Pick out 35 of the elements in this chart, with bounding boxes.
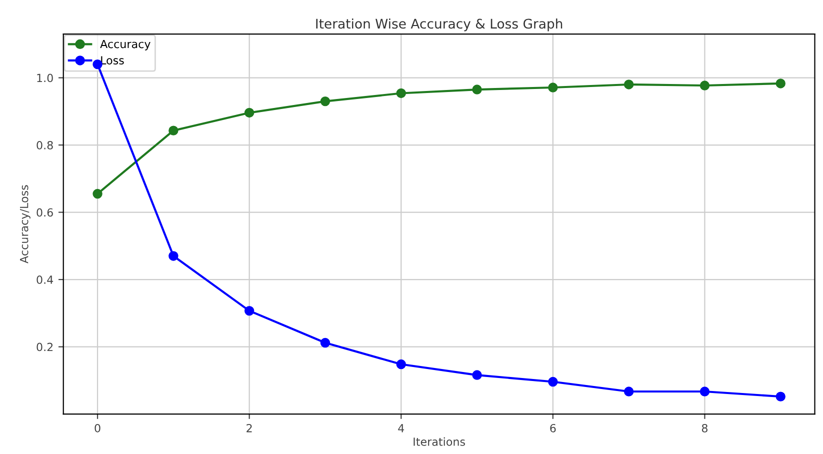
legend-label: Loss: [101, 56, 124, 65]
point: [320, 96, 330, 106]
x-tick-label: 6: [550, 424, 556, 432]
point: [320, 338, 330, 348]
point: [700, 386, 710, 396]
y-axis-title: Accuracy/Loss: [20, 185, 30, 264]
point: [396, 359, 406, 370]
point: [92, 188, 102, 199]
point: [472, 84, 482, 94]
chart-title: Iteration Wise Accuracy & Loss Graph: [316, 18, 562, 32]
y-tick-label: 0.4: [36, 276, 54, 284]
point: [548, 82, 558, 92]
point: [244, 108, 254, 118]
point: [92, 59, 102, 70]
y-tick-label: 0.2: [36, 342, 53, 352]
x-tick-label: 8: [702, 424, 708, 432]
y-tick-label: 1.0: [37, 74, 53, 82]
point: [548, 376, 558, 387]
x-axis-title: Iterations: [414, 437, 465, 446]
point: [396, 88, 406, 98]
y-tick-label: 0.6: [36, 208, 53, 217]
x-tick-label: 4: [398, 424, 404, 432]
point: [244, 306, 254, 316]
point: [700, 80, 710, 90]
point: [776, 78, 786, 88]
x-tick-label: 2: [246, 424, 252, 432]
point: [776, 392, 786, 402]
x-tick-label: 0: [94, 424, 100, 432]
point: [472, 370, 482, 380]
y-tick-label: 0.8: [36, 141, 53, 150]
legend-label: Accuracy: [100, 40, 150, 50]
point: [624, 386, 634, 396]
point: [168, 251, 178, 261]
point: [624, 80, 634, 90]
point: [168, 126, 178, 136]
